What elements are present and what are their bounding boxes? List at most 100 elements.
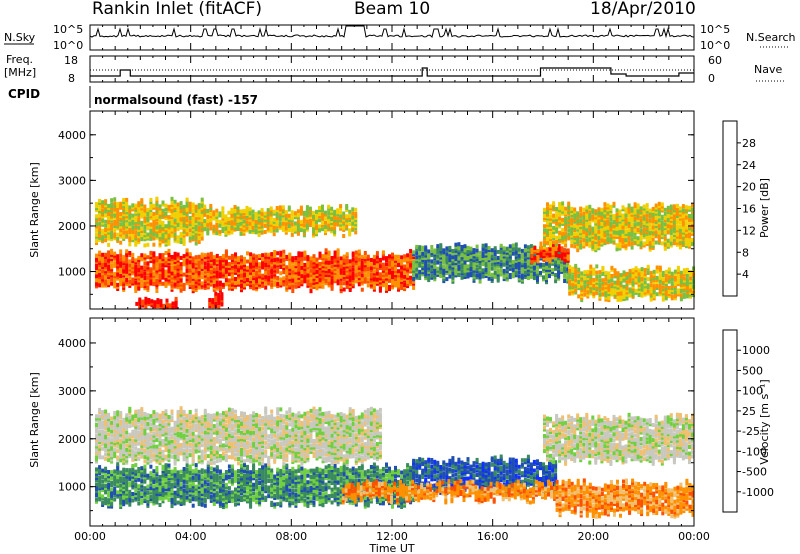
power-heatmap-cell: [137, 266, 141, 271]
power-heatmap-cell: [95, 263, 98, 268]
power-heatmap-cell: [197, 265, 201, 270]
power-heatmap-cell: [436, 246, 440, 251]
power-heatmap-cell: [672, 212, 676, 217]
velocity-heatmap-cell: [113, 475, 117, 480]
power-heatmap-cell: [667, 273, 671, 278]
power-heatmap-cell: [558, 216, 562, 221]
power-heatmap-cell: [152, 278, 156, 282]
power-heatmap-cell: [161, 257, 165, 262]
power-heatmap-cell: [188, 201, 192, 206]
power-heatmap-cell: [179, 274, 183, 279]
power-heatmap-cell: [149, 212, 153, 217]
power-heatmap-cell: [475, 273, 479, 278]
power-heatmap-cell: [119, 230, 123, 235]
power-heatmap-cell: [628, 289, 632, 294]
power-heatmap-cell: [294, 276, 298, 281]
power-heatmap-cell: [294, 260, 298, 265]
power-heatmap-cell: [318, 280, 322, 285]
power-heatmap-cell: [134, 222, 138, 227]
power-heatmap-cell: [549, 210, 552, 215]
power-heatmap-cell: [689, 276, 692, 281]
power-heatmap-cell: [258, 282, 262, 287]
power-heatmap-cell: [579, 208, 583, 213]
power-heatmap-cell: [536, 249, 540, 253]
power-heatmap-cell: [594, 217, 598, 222]
power-heatmap-cell: [182, 254, 186, 259]
power-heatmap-cell: [101, 265, 105, 270]
power-heatmap-cell: [403, 258, 407, 263]
power-heatmap-cell: [505, 267, 509, 272]
power-heatmap-cell: [266, 226, 270, 231]
velocity-heatmap-cell: [125, 478, 129, 483]
power-heatmap-cell: [227, 262, 231, 266]
power-heatmap-cell: [209, 278, 213, 283]
nave-tick-high: 60: [708, 54, 722, 67]
power-heatmap-cell: [315, 265, 319, 270]
power-heatmap-cell: [660, 216, 664, 221]
power-heatmap-cell: [427, 276, 431, 280]
power-heatmap-cell: [188, 232, 192, 237]
power-heatmap-cell: [657, 220, 661, 225]
power-heatmap-cell: [174, 305, 178, 310]
power-heatmap-cell: [95, 228, 98, 233]
power-heatmap-cell: [234, 252, 237, 257]
power-heatmap-cell: [143, 237, 147, 242]
power-heatmap-cell: [594, 223, 598, 228]
power-heatmap-cell: [625, 296, 629, 301]
power-heatmap-cell: [433, 260, 437, 265]
power-heatmap-cell: [203, 285, 207, 290]
power-heatmap-cell: [315, 209, 318, 214]
power-heatmap-cell: [194, 227, 198, 232]
power-heatmap-cell: [348, 209, 352, 214]
power-heatmap-cell: [215, 276, 219, 281]
power-heatmap-cell: [640, 271, 644, 276]
power-heatmap-cell: [131, 269, 135, 274]
power-heatmap-cell: [672, 239, 676, 244]
power-heatmap-cell: [294, 258, 298, 263]
power-heatmap-cell: [158, 265, 162, 270]
velocity-heatmap-cell: [95, 471, 98, 476]
power-heatmap-cell: [579, 212, 583, 217]
power-heatmap-cell: [233, 211, 237, 216]
power-heatmap-cell: [439, 253, 443, 258]
velocity-heatmap-cell: [149, 481, 153, 486]
power-heatmap-cell: [487, 250, 491, 255]
velocity-heatmap-cell: [149, 479, 153, 484]
power-heatmap-cell: [131, 252, 135, 257]
power-heatmap-cell: [254, 211, 258, 216]
power-heatmap-cell: [351, 251, 355, 256]
power-heatmap-cell: [631, 292, 635, 297]
power-heatmap-cell: [634, 278, 638, 283]
power-heatmap-cell: [648, 210, 652, 215]
power-heatmap-cell: [327, 256, 331, 261]
power-heatmap-cell: [248, 223, 252, 228]
power-heatmap-cell: [155, 221, 159, 226]
power-heatmap-cell: [141, 303, 145, 308]
power-heatmap-cell: [330, 278, 334, 283]
power-heatmap-cell: [215, 280, 219, 285]
power-heatmap-cell: [261, 281, 265, 286]
power-heatmap-cell: [278, 211, 282, 216]
velocity-heatmap-cell: [101, 483, 105, 488]
power-heatmap-cell: [227, 210, 231, 215]
power-heatmap-cell: [520, 273, 524, 278]
power-heatmap-cell: [448, 245, 452, 250]
power-heatmap-cell: [125, 226, 129, 231]
power-heatmap-cell: [354, 279, 358, 284]
power-heatmap-cell: [303, 252, 307, 257]
power-heatmap-cell: [149, 200, 153, 204]
power-heatmap-cell: [220, 300, 224, 305]
power-heatmap-cell: [107, 230, 111, 235]
power-heatmap-cell: [197, 281, 201, 286]
power-heatmap-cell: [164, 257, 168, 262]
power-heatmap-cell: [264, 271, 268, 276]
power-heatmap-cell: [496, 249, 500, 254]
power-heatmap-cell: [637, 276, 641, 281]
power-heatmap-cell: [348, 213, 352, 218]
power-heatmap-cell: [636, 236, 640, 241]
power-heatmap-cell: [194, 281, 198, 286]
power-heatmap-cell: [451, 279, 455, 284]
power-heatmap-cell: [143, 253, 147, 258]
power-heatmap-cell: [657, 212, 661, 217]
power-heatmap-cell: [167, 277, 171, 282]
